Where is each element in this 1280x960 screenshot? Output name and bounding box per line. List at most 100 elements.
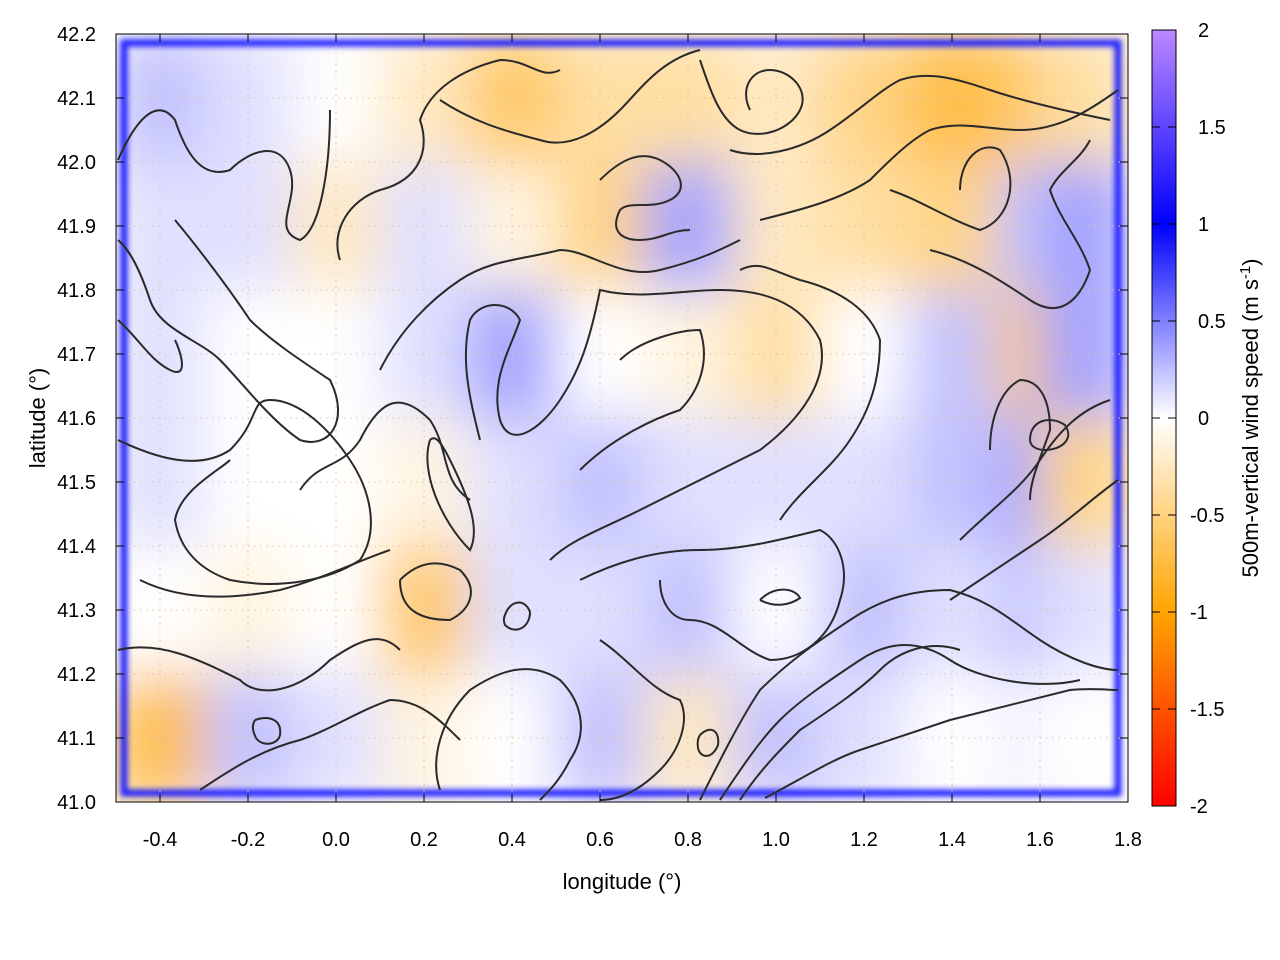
heatmap-cell xyxy=(644,162,733,291)
heatmap-cell xyxy=(204,290,293,419)
heatmap-cell xyxy=(732,290,821,419)
x-tick-label: 1.8 xyxy=(1114,829,1142,851)
heatmap-cell xyxy=(732,162,821,291)
y-axis: 41.0 41.1 41.2 41.3 41.4 41.5 41.6 41.7 41.8 41.9… xyxy=(57,24,1128,814)
heatmap-cell xyxy=(556,674,645,802)
contour-line xyxy=(117,398,372,585)
contour-line xyxy=(117,109,331,242)
heatmap-cell xyxy=(468,546,557,675)
contour-line xyxy=(251,717,282,745)
x-tick-label: -0.4 xyxy=(143,829,177,851)
colorbar-tick-label: 1 xyxy=(1198,214,1209,236)
contour-line xyxy=(439,49,701,144)
heatmap-cell xyxy=(820,418,909,547)
heatmap-cell xyxy=(644,290,733,419)
y-tick-label: 41.3 xyxy=(57,600,96,622)
x-tick-label: 1.0 xyxy=(762,829,790,851)
x-tick-label: 0.6 xyxy=(586,829,614,851)
heatmap-cell xyxy=(468,162,557,291)
heatmap-cell xyxy=(908,34,997,163)
contour-line xyxy=(579,328,705,471)
contour-line xyxy=(117,219,340,443)
heatmap-cell xyxy=(1040,546,1128,675)
y-tick-label: 41.1 xyxy=(57,728,96,750)
contour-line xyxy=(117,638,401,692)
contour-line xyxy=(696,728,720,757)
contour-line xyxy=(199,698,461,791)
heatmap-cell xyxy=(820,162,909,291)
contour-line xyxy=(336,58,561,261)
colorbar-tick-label: 0.5 xyxy=(1198,311,1226,333)
colorbar-tick-label: 0 xyxy=(1198,408,1209,430)
contour-line xyxy=(379,239,741,371)
contour-line xyxy=(1029,419,1070,452)
heatmap-cell xyxy=(116,546,205,675)
heatmap-cell xyxy=(644,34,733,163)
contour-line xyxy=(929,139,1092,310)
contour-line xyxy=(739,264,882,521)
contour-line xyxy=(139,549,391,598)
contour-line xyxy=(759,588,802,606)
y-tick-label: 41.6 xyxy=(57,408,96,430)
x-tick-label: 0.8 xyxy=(674,829,702,851)
y-tick-label: 41.9 xyxy=(57,216,96,238)
colorbar-tick-label: -1.5 xyxy=(1190,699,1224,721)
x-tick-label: -0.2 xyxy=(231,829,265,851)
heatmap-cell xyxy=(732,546,821,675)
heatmap-cell xyxy=(116,418,205,547)
x-tick-label: 0.0 xyxy=(322,829,350,851)
colorbar-tick-label: 1.5 xyxy=(1198,117,1226,139)
contour-line xyxy=(764,688,1119,799)
contours xyxy=(117,49,1119,801)
colorbar-tick-label: -1 xyxy=(1190,602,1208,624)
colorbar: 2 1.5 1 0.5 0 -0.5 -1 -1.5 -2 500m-vertical wind… xyxy=(1151,20,1263,818)
heatmap-cell xyxy=(644,546,733,675)
colorbar-tick-label: -2 xyxy=(1190,796,1208,818)
contour-line xyxy=(299,401,471,501)
heatmap-cell xyxy=(908,418,997,547)
y-tick-label: 41.2 xyxy=(57,664,96,686)
heatmap-cell xyxy=(468,674,557,802)
heatmap-cell xyxy=(292,162,381,291)
heatmap-cell xyxy=(204,162,293,291)
y-tick-label: 41.8 xyxy=(57,280,96,302)
heatmap-cell xyxy=(644,674,733,802)
contour-line xyxy=(729,74,1111,155)
contour-line xyxy=(464,288,823,561)
heatmap-cell xyxy=(732,418,821,547)
contour-line xyxy=(579,528,845,662)
heatmap-cell xyxy=(908,546,997,675)
y-tick-label: 41.4 xyxy=(57,536,96,558)
heatmap-cell xyxy=(380,290,469,419)
heatmap-cell xyxy=(116,34,205,163)
y-tick-label: 41.5 xyxy=(57,472,96,494)
contour-line xyxy=(399,562,472,622)
x-tick-label: 1.2 xyxy=(850,829,878,851)
heatmap-cell xyxy=(380,162,469,291)
x-tick-label: 0.4 xyxy=(498,829,526,851)
heatmap-cell xyxy=(204,418,293,547)
y-tick-label: 42.2 xyxy=(57,24,96,46)
heatmap-cell xyxy=(204,546,293,675)
colorbar-tick-label: -0.5 xyxy=(1190,505,1224,527)
heatmap-cell xyxy=(116,162,205,291)
colorbar-tick-label: 2 xyxy=(1198,20,1209,42)
heatmap-field xyxy=(116,34,1128,802)
contour-line xyxy=(699,588,1119,801)
heatmap-cell xyxy=(204,34,293,163)
contour-line xyxy=(426,437,475,552)
heatmap-cell xyxy=(380,674,469,802)
x-axis-label: longitude (°) xyxy=(563,869,682,894)
heatmap-cell xyxy=(556,290,645,419)
heatmap-cell xyxy=(1040,290,1128,419)
contour-line xyxy=(889,146,1012,232)
heatmap-cell xyxy=(820,290,909,419)
contour-line xyxy=(599,155,691,242)
x-tick-label: 1.4 xyxy=(938,829,966,851)
heatmap-cell xyxy=(116,674,205,802)
heatmap-cell xyxy=(556,546,645,675)
heatmap-cell xyxy=(556,162,645,291)
heatmap-cell xyxy=(380,418,469,547)
contour-line xyxy=(719,644,1081,801)
